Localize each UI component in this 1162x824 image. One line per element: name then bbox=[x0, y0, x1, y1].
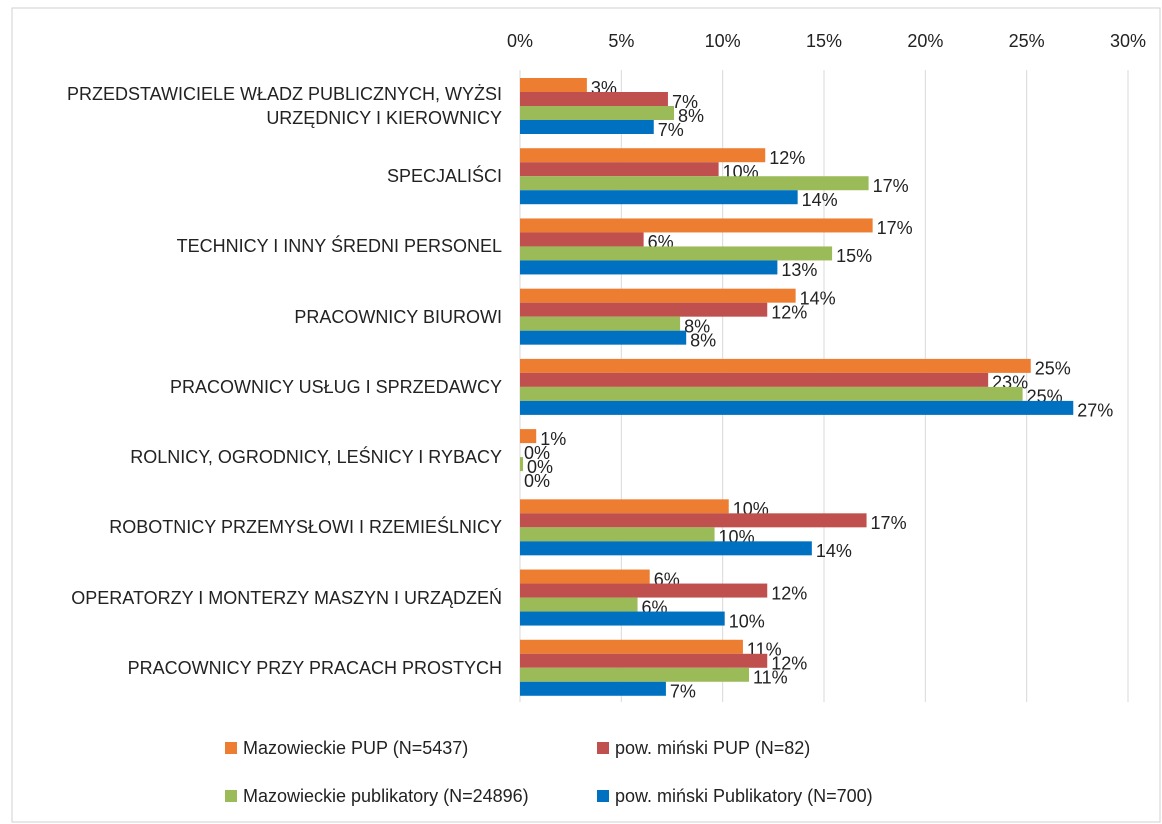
data-label: 17% bbox=[877, 218, 913, 238]
bar bbox=[520, 400, 1074, 415]
bar bbox=[520, 597, 638, 612]
data-label: 0% bbox=[527, 457, 553, 477]
bar bbox=[520, 386, 1023, 401]
bar bbox=[520, 499, 729, 514]
bar bbox=[520, 358, 1031, 373]
bar bbox=[520, 429, 537, 444]
x-tick-label: 5% bbox=[608, 31, 634, 51]
category-label: PRACOWNICY USŁUG I SPRZEDAWCY bbox=[169, 376, 502, 397]
data-label: 27% bbox=[1077, 401, 1113, 421]
legend-swatch bbox=[597, 742, 609, 754]
bar bbox=[520, 246, 833, 261]
legend-label: pow. miński Publikatory (N=700) bbox=[615, 785, 873, 806]
data-label: 8% bbox=[690, 330, 716, 350]
legend-label: Mazowieckie PUP (N=5437) bbox=[243, 737, 469, 758]
bar bbox=[520, 330, 687, 345]
bar bbox=[520, 681, 666, 696]
bar bbox=[520, 302, 768, 317]
legend-swatch bbox=[597, 790, 609, 802]
data-label: 12% bbox=[771, 654, 807, 674]
bar bbox=[520, 541, 812, 556]
bar bbox=[520, 190, 798, 205]
data-label: 7% bbox=[672, 92, 698, 112]
data-label: 12% bbox=[771, 583, 807, 603]
bar bbox=[520, 218, 873, 233]
bar bbox=[520, 457, 524, 472]
bar bbox=[520, 78, 587, 92]
bar bbox=[520, 120, 654, 134]
x-tick-label: 25% bbox=[1009, 31, 1045, 51]
data-label: 10% bbox=[729, 611, 765, 631]
category-label: ROLNICY, OGRODNICY, LEŚNICY I RYBACY bbox=[130, 447, 502, 468]
legend-swatch bbox=[225, 742, 237, 754]
category-label: SPECJALIŚCI bbox=[386, 166, 502, 187]
legend-item: Mazowieckie publikatory (N=24896) bbox=[225, 784, 529, 808]
bar bbox=[520, 639, 743, 654]
bar bbox=[520, 288, 796, 303]
bar bbox=[520, 527, 715, 542]
bar bbox=[520, 260, 778, 275]
x-tick-label: 15% bbox=[806, 31, 842, 51]
data-label: 0% bbox=[524, 471, 550, 491]
data-label: 15% bbox=[836, 246, 872, 266]
bar bbox=[520, 92, 668, 106]
bar bbox=[520, 176, 869, 191]
chart-border bbox=[11, 7, 1161, 823]
legend-item: pow. miński Publikatory (N=700) bbox=[597, 784, 873, 808]
data-label: 12% bbox=[769, 148, 805, 168]
legend-item: pow. miński PUP (N=82) bbox=[597, 736, 810, 760]
data-label: 8% bbox=[684, 316, 710, 336]
data-label: 7% bbox=[670, 682, 696, 702]
data-label: 7% bbox=[658, 120, 684, 140]
bar bbox=[520, 583, 768, 598]
bar bbox=[520, 372, 989, 387]
category-label: PRACOWNICY BIUROWI bbox=[294, 306, 502, 327]
data-label: 0% bbox=[524, 443, 550, 463]
data-label: 1% bbox=[540, 429, 566, 449]
bar bbox=[520, 316, 681, 331]
bar bbox=[520, 569, 650, 584]
legend-label: pow. miński PUP (N=82) bbox=[615, 737, 811, 758]
legend-swatch bbox=[225, 790, 237, 802]
category-label: ROBOTNICY PRZEMYSŁOWI I RZEMIEŚLNICY bbox=[109, 517, 502, 538]
category-label: PRACOWNICY PRZY PRACACH PROSTYCH bbox=[127, 657, 502, 678]
x-tick-label: 20% bbox=[907, 31, 943, 51]
x-tick-label: 10% bbox=[705, 31, 741, 51]
data-label: 14% bbox=[802, 190, 838, 210]
data-label: 8% bbox=[678, 106, 704, 126]
legend-item: Mazowieckie PUP (N=5437) bbox=[225, 736, 468, 760]
bar bbox=[520, 162, 719, 177]
bar bbox=[520, 653, 768, 668]
data-label: 14% bbox=[816, 541, 852, 561]
x-tick-label: 30% bbox=[1110, 31, 1146, 51]
bar bbox=[520, 667, 750, 682]
data-label: 14% bbox=[800, 288, 836, 308]
data-label: 17% bbox=[871, 513, 907, 533]
data-label: 12% bbox=[771, 302, 807, 322]
data-label: 13% bbox=[781, 260, 817, 280]
data-label: 25% bbox=[1035, 359, 1071, 379]
category-label: PRZEDSTAWICIELE WŁADZ PUBLICZNYCH, WYŻSI… bbox=[66, 84, 502, 128]
category-label: TECHNICY I INNY ŚREDNI PERSONEL bbox=[176, 236, 502, 257]
legend-label: Mazowieckie publikatory (N=24896) bbox=[243, 785, 529, 806]
data-label: 11% bbox=[753, 668, 788, 688]
bar bbox=[520, 513, 867, 528]
bar bbox=[520, 106, 675, 120]
data-label: 17% bbox=[873, 176, 909, 196]
bar bbox=[520, 611, 725, 626]
bar bbox=[520, 232, 644, 247]
category-label: OPERATORZY I MONTERZY MASZYN I URZĄDZEŃ bbox=[71, 587, 502, 608]
x-tick-label: 0% bbox=[507, 31, 533, 51]
bar bbox=[520, 148, 766, 163]
